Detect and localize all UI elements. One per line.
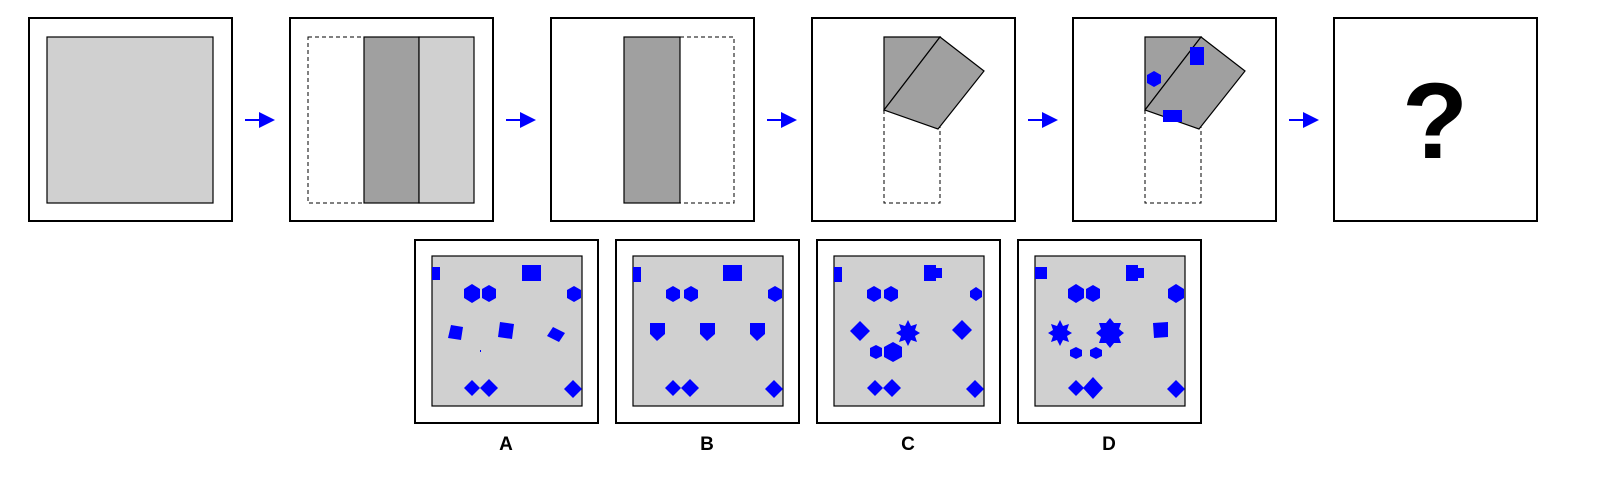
folded-strip bbox=[363, 36, 420, 204]
option-c-holes bbox=[834, 265, 984, 398]
option-label: B bbox=[700, 434, 714, 455]
option-d-holes bbox=[1035, 265, 1185, 399]
option-label: D bbox=[1102, 434, 1116, 455]
punch-hole-rect bbox=[1163, 110, 1182, 122]
option-b[interactable]: B bbox=[615, 239, 800, 455]
option-a-holes bbox=[432, 265, 582, 398]
option-label: A bbox=[499, 434, 513, 455]
question-mark: ? bbox=[1402, 60, 1468, 181]
step-1-panel bbox=[28, 17, 233, 222]
folded-strip bbox=[623, 36, 681, 204]
folded-flap bbox=[883, 36, 985, 130]
paper-right-strip bbox=[418, 36, 475, 204]
step-4-panel bbox=[811, 17, 1016, 222]
folded-flap bbox=[1144, 36, 1246, 130]
option-label: C bbox=[901, 434, 915, 455]
punch-hole-hexagon bbox=[1147, 71, 1161, 87]
step-2-panel bbox=[289, 17, 494, 222]
option-b-holes bbox=[633, 265, 783, 398]
step-3-panel bbox=[550, 17, 755, 222]
step-5-panel bbox=[1072, 17, 1277, 222]
option-c[interactable]: C bbox=[816, 239, 1001, 455]
punch-hole-square bbox=[1190, 47, 1204, 65]
option-d[interactable]: D bbox=[1017, 239, 1202, 455]
paper-sheet bbox=[46, 36, 214, 204]
step-6-panel: ? bbox=[1333, 17, 1538, 222]
fold-outline bbox=[307, 36, 365, 204]
fold-outline bbox=[679, 36, 735, 204]
option-a[interactable]: A bbox=[414, 239, 599, 455]
